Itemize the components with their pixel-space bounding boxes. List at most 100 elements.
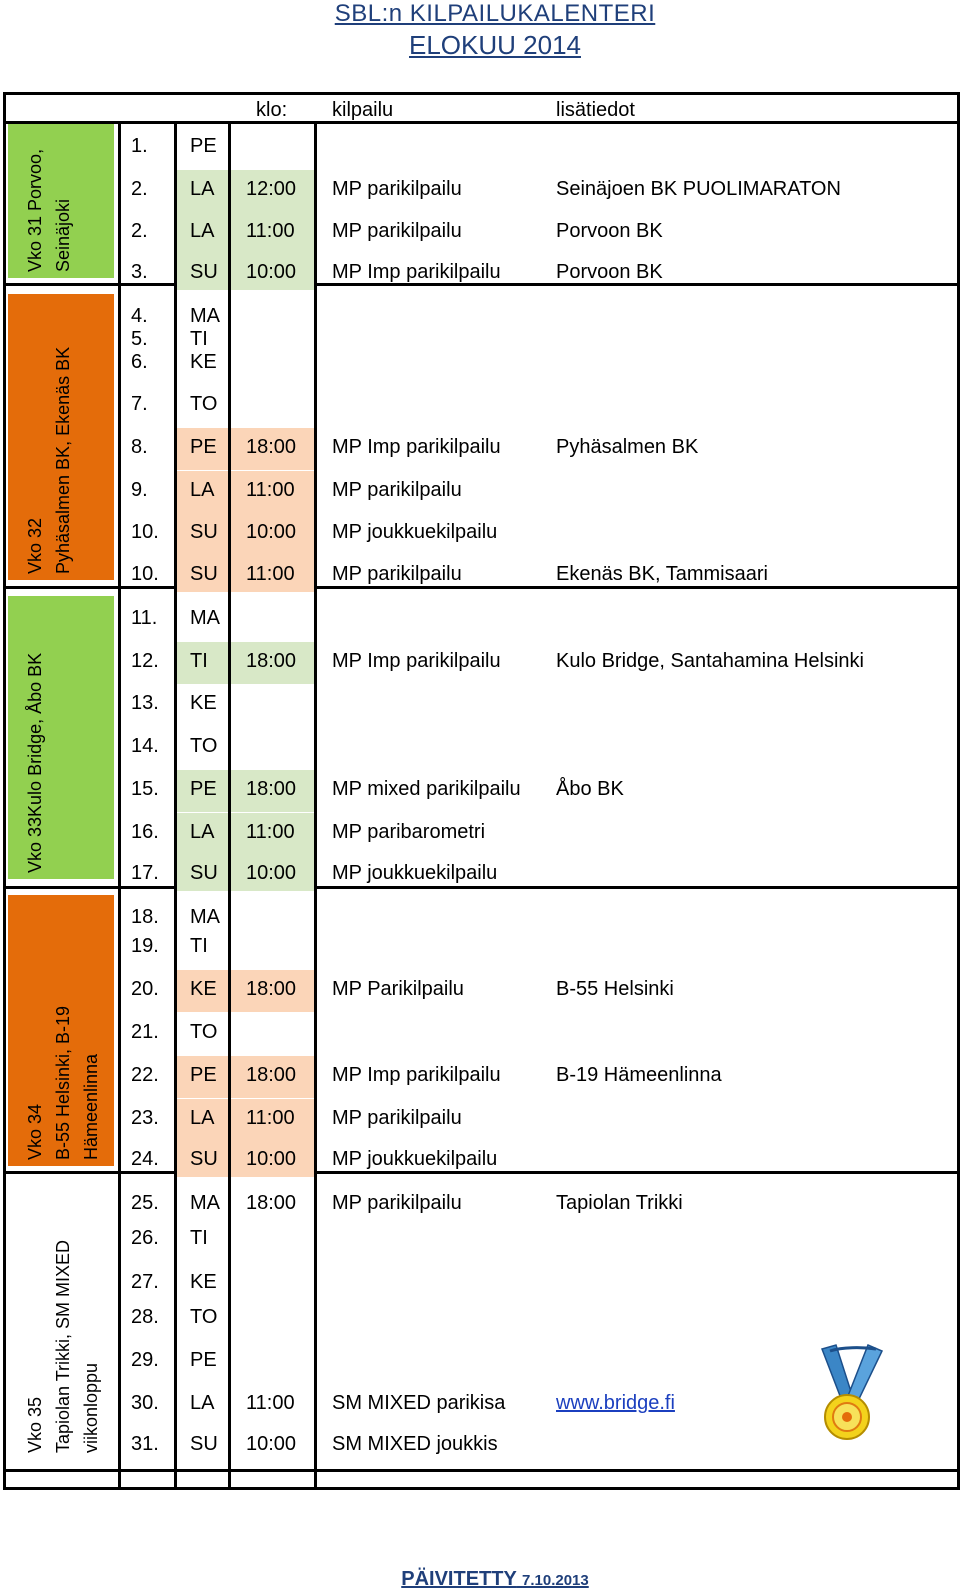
week-block: Vko 34 B-55 Helsinki, B-19 Hämeenlinna <box>8 895 114 1166</box>
page-subtitle: ELOKUU 2014 <box>409 30 581 60</box>
row-date: 5. <box>131 328 148 350</box>
row-date: 15. <box>131 778 159 800</box>
header-divider <box>6 121 957 124</box>
row-day: TO <box>190 393 218 415</box>
row-date: 1. <box>131 135 148 157</box>
row-day: TO <box>190 1021 218 1043</box>
row-info: B-19 Hämeenlinna <box>556 1064 722 1086</box>
calendar-row: 6. KE <box>6 351 957 377</box>
calendar-table: klo: kilpailu lisätiedot Vko 31 Porvoo, S… <box>3 92 960 1490</box>
row-event: MP joukkuekilpailu <box>332 1148 498 1170</box>
row-date: 7. <box>131 393 148 415</box>
row-day: SU <box>190 521 218 543</box>
row-info: Åbo BK <box>556 778 624 800</box>
row-date: 11. <box>131 607 158 629</box>
row-time: 18:00 <box>246 1064 297 1086</box>
row-shade <box>177 770 314 812</box>
row-time: 18:00 <box>246 1192 297 1214</box>
row-date: 2. <box>131 220 148 242</box>
row-day: SU <box>190 563 218 585</box>
row-time: 11:00 <box>246 479 295 501</box>
calendar-row: 19. TI <box>6 935 957 961</box>
week-separator <box>6 283 957 286</box>
row-day: LA <box>190 479 215 501</box>
row-time: 11:00 <box>246 1107 295 1129</box>
row-event: MP Parikilpailu <box>332 978 464 1000</box>
row-day: KE <box>190 1271 217 1293</box>
row-day: TO <box>190 1306 218 1328</box>
week-separator <box>6 886 957 889</box>
row-time: 18:00 <box>246 978 297 1000</box>
row-shade <box>177 1140 314 1177</box>
updated-date: 7.10.2013 <box>522 1572 589 1589</box>
calendar-row: 17. SU 10:00 MP joukkuekilpailu <box>6 862 957 888</box>
row-shade <box>177 813 314 855</box>
updated-footer: PÄIVITETTY 7.10.2013 <box>0 1568 960 1591</box>
header-event: kilpailu <box>332 99 394 121</box>
row-time: 11:00 <box>246 563 295 585</box>
row-shade <box>177 1099 314 1141</box>
row-day: PE <box>190 135 217 157</box>
calendar-row: 12. TI 18:00 MP Imp parikilpailu Kulo Bridge… <box>6 650 957 676</box>
week-block: Vko 32 Pyhäsalmen BK, Ekenäs BK <box>8 294 114 580</box>
row-day: SU <box>190 862 218 884</box>
row-day: LA <box>190 821 215 843</box>
page-title: SBL:n KILPAILUKALENTERI <box>334 0 656 27</box>
row-shade <box>177 471 314 513</box>
row-time: 18:00 <box>246 778 297 800</box>
row-date: 13. <box>131 692 159 714</box>
row-date: 31. <box>131 1433 159 1455</box>
row-day: TI <box>190 328 208 350</box>
row-date: 20. <box>131 978 159 1000</box>
row-time: 12:00 <box>246 178 297 200</box>
row-day: PE <box>190 1349 217 1371</box>
calendar-row: 11. MA <box>6 607 957 633</box>
row-day: KE <box>190 692 217 714</box>
row-date: 24. <box>131 1148 159 1170</box>
calendar-row: 10. SU 10:00 MP joukkuekilpailu <box>6 521 957 547</box>
row-date: 23. <box>131 1107 159 1129</box>
calendar-row: 2. LA 12:00 MP parikilpailu Seinäjoen BK PUO… <box>6 178 957 204</box>
row-event: MP joukkuekilpailu <box>332 521 498 543</box>
website-link[interactable]: www.bridge.fi <box>556 1392 675 1414</box>
row-info: Ekenäs BK, Tammisaari <box>556 563 768 585</box>
row-day: LA <box>190 220 215 242</box>
row-event: MP Imp parikilpailu <box>332 261 501 283</box>
row-day: KE <box>190 978 217 1000</box>
row-day: PE <box>190 1064 217 1086</box>
calendar-row: 4. MA <box>6 305 957 331</box>
row-time: 18:00 <box>246 436 297 458</box>
row-event: MP parikilpailu <box>332 178 462 200</box>
row-shade <box>177 555 314 592</box>
row-day: PE <box>190 436 217 458</box>
row-shade <box>177 854 314 891</box>
row-shade <box>177 170 314 212</box>
row-day: PE <box>190 778 217 800</box>
row-info: Seinäjoen BK PUOLIMARATON <box>556 178 841 200</box>
calendar-row: 14. TO <box>6 735 957 761</box>
calendar-row: 10. SU 11:00 MP parikilpailu Ekenäs BK, Tamm… <box>6 563 957 589</box>
row-event: MP paribarometri <box>332 821 486 843</box>
row-date: 9. <box>131 479 148 501</box>
row-day: SU <box>190 1433 218 1455</box>
row-date: 30. <box>131 1392 159 1414</box>
row-day: LA <box>190 178 215 200</box>
calendar-row: 9. LA 11:00 MP parikilpailu <box>6 479 957 505</box>
row-day: MA <box>190 607 220 629</box>
calendar-row: 23. LA 11:00 MP parikilpailu <box>6 1107 957 1133</box>
row-date: 3. <box>131 261 148 283</box>
week-block: Vko 31 Porvoo, Seinäjoki <box>8 124 114 278</box>
row-date: 8. <box>131 436 148 458</box>
row-time: 10:00 <box>246 261 297 283</box>
row-date: 17. <box>131 862 159 884</box>
row-event: SM MIXED joukkis <box>332 1433 498 1455</box>
row-shade <box>177 1056 314 1098</box>
row-time: 10:00 <box>246 862 297 884</box>
week-separator <box>6 586 957 589</box>
row-time: 11:00 <box>246 1392 295 1414</box>
row-date: 26. <box>131 1227 159 1249</box>
row-event: MP parikilpailu <box>332 1192 462 1214</box>
calendar-row: 1. PE <box>6 135 957 161</box>
row-shade <box>177 212 314 254</box>
row-date: 2. <box>131 178 148 200</box>
